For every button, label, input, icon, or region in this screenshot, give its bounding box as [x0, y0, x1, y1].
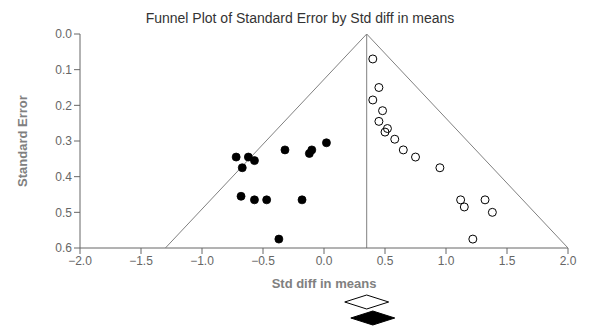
svg-text:−1.5: −1.5 [129, 254, 153, 268]
svg-text:0.0: 0.0 [55, 28, 72, 41]
svg-text:Std diff in means: Std diff in means [272, 276, 377, 291]
svg-text:0.1: 0.1 [55, 63, 72, 77]
svg-text:−0.5: −0.5 [251, 254, 275, 268]
svg-text:0.4: 0.4 [55, 170, 72, 184]
svg-text:0.6: 0.6 [55, 241, 72, 255]
svg-text:0.5: 0.5 [377, 254, 394, 268]
svg-text:−2.0: −2.0 [68, 254, 92, 268]
svg-text:0.0: 0.0 [316, 254, 333, 268]
svg-text:−1.0: −1.0 [190, 254, 214, 268]
svg-text:Standard Error: Standard Error [15, 95, 30, 187]
svg-text:0.2: 0.2 [55, 99, 72, 113]
svg-text:2.0: 2.0 [560, 254, 577, 268]
svg-text:1.0: 1.0 [438, 254, 455, 268]
svg-text:1.5: 1.5 [499, 254, 516, 268]
svg-text:0.5: 0.5 [55, 206, 72, 220]
html-text:Funnel Plot of Standard Error: Funnel Plot of Standard Error by Std dif… [145, 10, 455, 26]
svg-text:0.3: 0.3 [55, 134, 72, 148]
